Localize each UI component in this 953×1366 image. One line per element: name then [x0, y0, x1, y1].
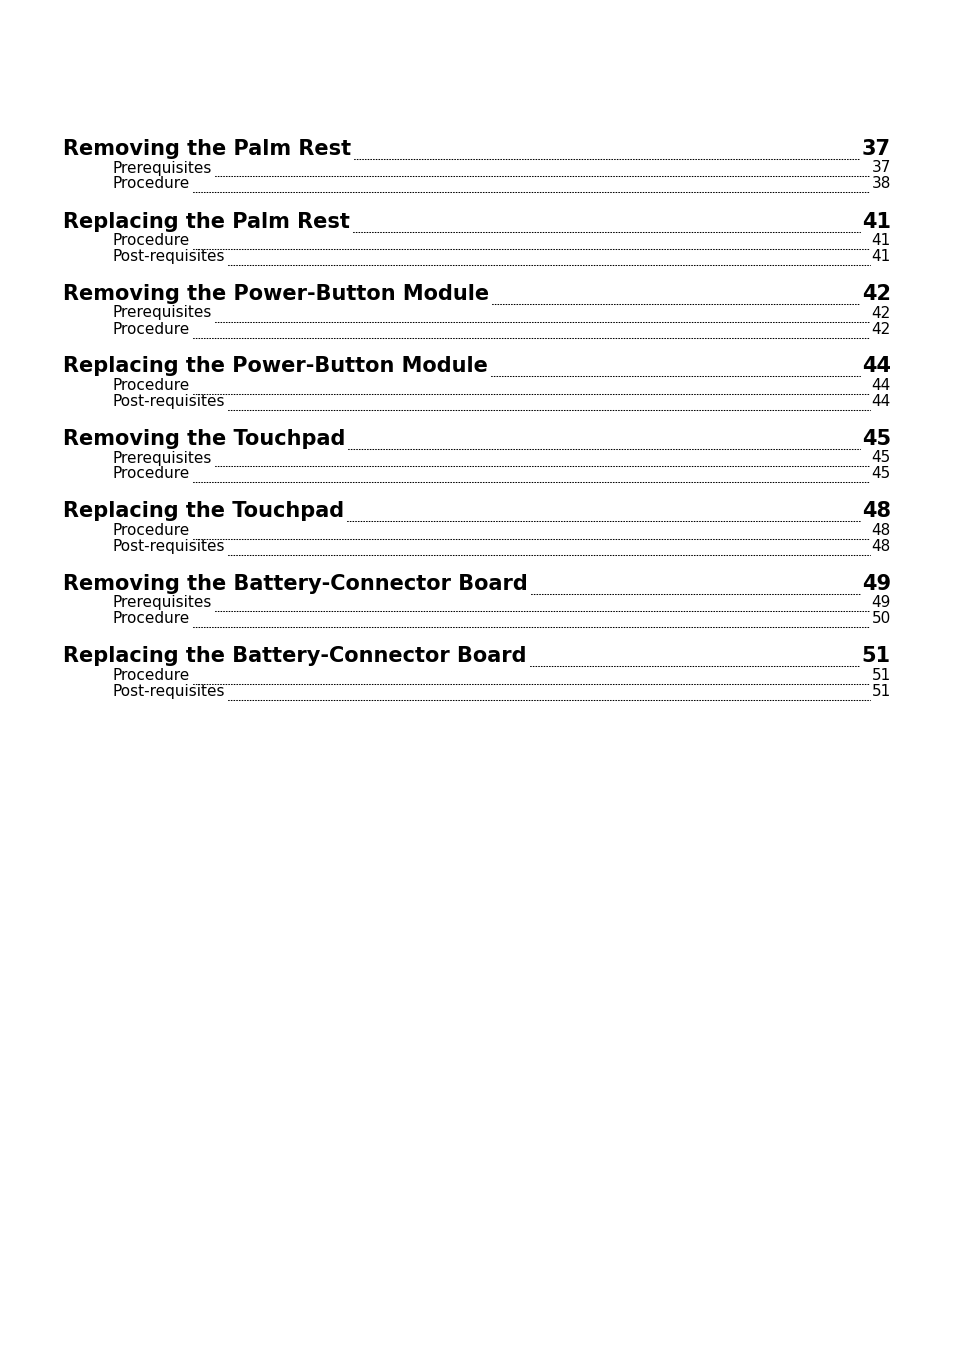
Text: 41: 41	[871, 249, 890, 264]
Text: Post-requisites: Post-requisites	[112, 393, 225, 408]
Text: Procedure: Procedure	[112, 467, 190, 481]
Text: Procedure: Procedure	[112, 378, 190, 393]
Text: Removing the Battery-Connector Board: Removing the Battery-Connector Board	[63, 574, 527, 594]
Text: 49: 49	[861, 574, 890, 594]
Text: Replacing the Touchpad: Replacing the Touchpad	[63, 501, 344, 522]
Text: Procedure: Procedure	[112, 234, 190, 249]
Text: 42: 42	[862, 284, 890, 305]
Text: 38: 38	[871, 176, 890, 191]
Text: 42: 42	[871, 321, 890, 336]
Text: Post-requisites: Post-requisites	[112, 540, 225, 555]
Text: 51: 51	[871, 684, 890, 699]
Text: Replacing the Battery-Connector Board: Replacing the Battery-Connector Board	[63, 646, 526, 667]
Text: 42: 42	[871, 306, 890, 321]
Text: 48: 48	[871, 540, 890, 555]
Text: 49: 49	[871, 596, 890, 611]
Text: Removing the Power-Button Module: Removing the Power-Button Module	[63, 284, 489, 305]
Text: Replacing the Power-Button Module: Replacing the Power-Button Module	[63, 357, 487, 377]
Text: 45: 45	[861, 429, 890, 449]
Text: Replacing the Palm Rest: Replacing the Palm Rest	[63, 212, 350, 231]
Text: 44: 44	[871, 393, 890, 408]
Text: 37: 37	[871, 160, 890, 175]
Text: 48: 48	[871, 523, 890, 538]
Text: 50: 50	[871, 612, 890, 627]
Text: 41: 41	[871, 234, 890, 249]
Text: Removing the Touchpad: Removing the Touchpad	[63, 429, 345, 449]
Text: Post-requisites: Post-requisites	[112, 249, 225, 264]
Text: 51: 51	[871, 668, 890, 683]
Text: 45: 45	[871, 451, 890, 466]
Text: 51: 51	[861, 646, 890, 667]
Text: Prerequisites: Prerequisites	[112, 306, 213, 321]
Text: 41: 41	[862, 212, 890, 231]
Text: Procedure: Procedure	[112, 612, 190, 627]
Text: Post-requisites: Post-requisites	[112, 684, 225, 699]
Text: 45: 45	[871, 467, 890, 481]
Text: Prerequisites: Prerequisites	[112, 451, 213, 466]
Text: Procedure: Procedure	[112, 176, 190, 191]
Text: Prerequisites: Prerequisites	[112, 596, 213, 611]
Text: 44: 44	[862, 357, 890, 377]
Text: Procedure: Procedure	[112, 523, 190, 538]
Text: 37: 37	[862, 139, 890, 158]
Text: Procedure: Procedure	[112, 668, 190, 683]
Text: Procedure: Procedure	[112, 321, 190, 336]
Text: Prerequisites: Prerequisites	[112, 160, 213, 175]
Text: 48: 48	[862, 501, 890, 522]
Text: 44: 44	[871, 378, 890, 393]
Text: Removing the Palm Rest: Removing the Palm Rest	[63, 139, 351, 158]
